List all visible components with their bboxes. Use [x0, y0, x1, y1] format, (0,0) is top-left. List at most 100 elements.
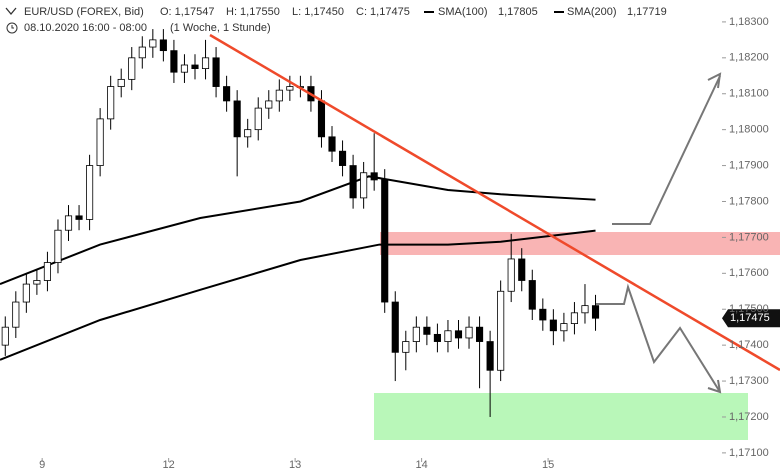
candle-body — [486, 341, 494, 371]
candle-body — [454, 330, 463, 339]
y-tick-label: 1,17900 — [729, 159, 769, 171]
candle-body — [591, 305, 600, 319]
y-tick-label: 1,17800 — [729, 195, 769, 207]
candle-body — [75, 215, 83, 220]
candle-body — [349, 165, 357, 199]
candle-body — [223, 86, 231, 102]
candle-body — [43, 262, 51, 281]
candle-body — [560, 323, 568, 332]
price-tag-box — [722, 309, 780, 328]
y-tick-label: 1,17700 — [729, 231, 769, 243]
candle-body — [86, 165, 94, 220]
candle-body — [549, 319, 557, 332]
support-zone — [374, 393, 748, 440]
candle-body — [244, 129, 252, 138]
collapse-icon[interactable] — [5, 7, 17, 16]
candle-body — [117, 78, 125, 87]
y-tick-label: 1,17500 — [729, 303, 769, 315]
candle-body — [212, 57, 220, 87]
arrow-up-head — [707, 72, 722, 89]
candle-body — [54, 229, 62, 263]
candle-body — [159, 39, 167, 52]
y-tick-label: 1,17300 — [729, 375, 769, 387]
candle-body — [423, 326, 431, 335]
date-range: 08.10.2020 16:00 - 08:00 — [24, 22, 147, 34]
x-tick-label: 12 — [163, 459, 175, 471]
legend-label: SMA(100) — [438, 6, 488, 18]
price-tag: 1,17475 — [722, 309, 780, 328]
candle-body — [391, 301, 399, 353]
candle-body — [570, 312, 579, 324]
y-tick-label: 1,17100 — [729, 447, 769, 459]
x-tick-label: 14 — [415, 459, 427, 471]
candle-body — [33, 280, 41, 285]
candle-body — [444, 330, 452, 342]
x-tick-label: 13 — [289, 459, 301, 471]
candle-body — [370, 172, 378, 181]
y-tick-label: 1,18300 — [729, 16, 769, 28]
candle-body — [180, 64, 189, 73]
arrow-up — [612, 75, 721, 225]
period: (1 Woche, 1 Stunde) — [170, 22, 271, 34]
candle-body — [1, 326, 9, 346]
candle-body — [412, 326, 420, 342]
candle-body — [64, 215, 73, 231]
header: EUR/USD (FOREX, Bid) O: 1,17547 H: 1,175… — [5, 6, 667, 34]
candle-body — [22, 283, 30, 303]
candle-body — [233, 100, 241, 138]
candle-body — [465, 326, 473, 339]
symbol: EUR/USD (FOREX, Bid) — [24, 6, 144, 18]
candle-body — [328, 136, 336, 152]
forecast-arrows — [596, 72, 722, 394]
resistance-zone — [380, 232, 780, 255]
candle-body — [381, 179, 389, 303]
candle-body — [191, 64, 199, 69]
candle-body — [317, 100, 326, 138]
legend-label: SMA(200) — [567, 6, 617, 18]
candle-body — [170, 50, 178, 73]
candle-body — [539, 308, 547, 321]
candle-body — [507, 258, 515, 292]
candle-body — [360, 172, 368, 199]
clock-icon — [6, 22, 18, 34]
candle-body — [254, 107, 262, 131]
high-info: H: 1,17550 — [226, 6, 280, 18]
candle-body — [128, 57, 136, 80]
candle-body — [581, 305, 589, 314]
sma-line — [0, 229, 596, 361]
y-tick-label: 1,18100 — [729, 88, 769, 100]
candle-body — [497, 290, 505, 371]
candle-body — [96, 118, 104, 166]
y-tick-label: 1,18200 — [729, 52, 769, 64]
y-tick-label: 1,17400 — [729, 339, 769, 351]
candle-body — [338, 150, 347, 166]
candle-body — [528, 280, 536, 310]
candle-body — [265, 100, 273, 109]
sma-line — [0, 175, 596, 286]
candle-body — [286, 86, 294, 91]
y-tick-label: 1,17600 — [729, 267, 769, 279]
candle-body — [138, 46, 146, 59]
candle-body — [433, 333, 441, 342]
price-tag-label: 1,17475 — [730, 312, 770, 324]
y-tick-label: 1,18000 — [729, 124, 769, 136]
candle-body — [402, 341, 410, 353]
legend-value: 1,17805 — [498, 6, 538, 18]
x-tick-label: 9 — [39, 459, 45, 471]
low-info: L: 1,17450 — [292, 6, 344, 18]
candle-body — [476, 326, 484, 342]
clock-hands — [11, 25, 14, 29]
close-info: C: 1,17475 — [356, 6, 410, 18]
candle-body — [518, 258, 526, 281]
arrow-down — [596, 283, 721, 393]
candle-body — [107, 86, 115, 120]
trend-line — [209, 33, 780, 372]
open-info: O: 1,17547 — [160, 6, 214, 18]
candle-body — [149, 39, 157, 48]
x-tick-label: 15 — [542, 459, 554, 471]
candle-body — [275, 89, 283, 102]
candle-body — [12, 301, 20, 328]
legend-value: 1,17719 — [627, 6, 667, 18]
candle-body — [201, 57, 210, 69]
